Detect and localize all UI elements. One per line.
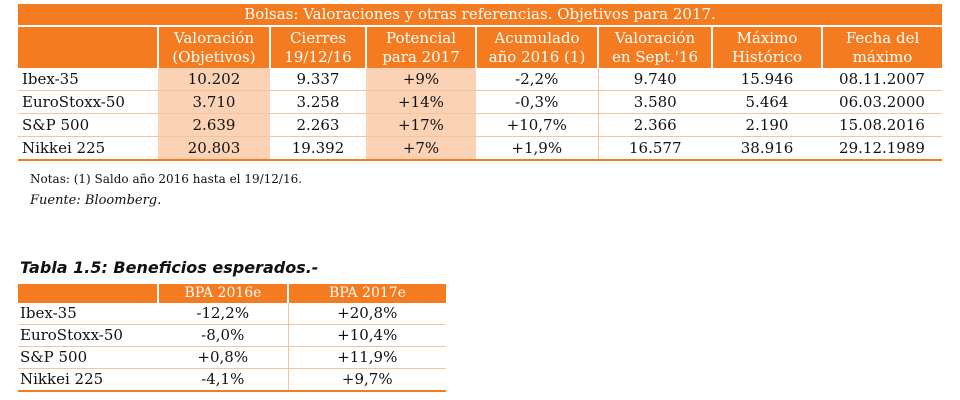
cell-valoracion-sept: 2.366: [597, 113, 712, 137]
cell-bpa-2016e: -4,1%: [158, 368, 288, 392]
cell-bpa-2016e: -12,2%: [158, 303, 288, 325]
cell-cierre: 2.263: [270, 113, 366, 137]
table-notes: Notas: (1) Saldo año 2016 hasta el 19/12…: [30, 172, 303, 186]
cell-maximo: 2.190: [712, 113, 822, 137]
cell-potencial: +9%: [366, 68, 476, 91]
earnings-table-title: Tabla 1.5: Beneficios esperados.-: [20, 258, 319, 277]
table-row: EuroStoxx-50 3.710 3.258 +14% -0,3% 3.58…: [18, 90, 942, 114]
header-row: BPA 2016e BPA 2017e: [18, 284, 446, 303]
cell-maximo: 5.464: [712, 90, 822, 114]
table-row: Nikkei 225 -4,1% +9,7%: [18, 368, 446, 392]
header-valoracion-sept: Valoración en Sept.'16: [597, 27, 712, 68]
cell-bpa-2016e: -8,0%: [158, 324, 288, 347]
cell-acumulado: +10,7%: [476, 113, 598, 137]
header-cierres: Cierres 19/12/16: [269, 27, 366, 68]
cell-valoracion-sept: 9.740: [597, 68, 712, 91]
cell-acumulado: +1,9%: [476, 136, 598, 161]
row-index-name: Nikkei 225: [18, 136, 158, 161]
cell-valoracion: 20.803: [158, 136, 270, 161]
cell-potencial: +14%: [366, 90, 476, 114]
row-index-name: Ibex-35: [18, 68, 158, 91]
header-index: [18, 284, 158, 303]
cell-cierre: 9.337: [270, 68, 366, 91]
row-index-name: Ibex-35: [18, 303, 158, 325]
cell-bpa-2016e: +0,8%: [158, 346, 288, 369]
header-row: Valoración (Objetivos) Cierres 19/12/16 Po…: [18, 27, 942, 68]
table-row: Ibex-35 10.202 9.337 +9% -2,2% 9.740 15.…: [18, 68, 942, 91]
cell-bpa-2017e: +20,8%: [287, 303, 446, 325]
cell-valoracion: 2.639: [158, 113, 270, 137]
valuations-table: Bolsas: Valoraciones y otras referencias…: [18, 4, 942, 161]
cell-acumulado: -0,3%: [476, 90, 598, 114]
table-row: Ibex-35 -12,2% +20,8%: [18, 303, 446, 325]
cell-fecha: 08.11.2007: [822, 68, 942, 91]
earnings-table: BPA 2016e BPA 2017e Ibex-35 -12,2% +20,8…: [18, 284, 446, 392]
valuations-table-title: Bolsas: Valoraciones y otras referencias…: [18, 4, 942, 27]
cell-bpa-2017e: +10,4%: [287, 324, 446, 347]
header-potencial: Potencial para 2017: [365, 27, 476, 68]
cell-valoracion-sept: 3.580: [597, 90, 712, 114]
cell-valoracion: 10.202: [158, 68, 270, 91]
earnings-grid: BPA 2016e BPA 2017e Ibex-35 -12,2% +20,8…: [18, 284, 446, 392]
cell-fecha: 06.03.2000: [822, 90, 942, 114]
valuations-grid: Valoración (Objetivos) Cierres 19/12/16 Po…: [18, 27, 942, 161]
row-index-name: Nikkei 225: [18, 368, 158, 392]
cell-acumulado: -2,2%: [476, 68, 598, 91]
cell-valoracion: 3.710: [158, 90, 270, 114]
cell-bpa-2017e: +9,7%: [287, 368, 446, 392]
table-row: S&P 500 2.639 2.263 +17% +10,7% 2.366 2.…: [18, 113, 942, 137]
table-row: EuroStoxx-50 -8,0% +10,4%: [18, 324, 446, 347]
header-index: [18, 27, 158, 68]
row-index-name: EuroStoxx-50: [18, 324, 158, 347]
header-fecha-maximo: Fecha del máximo: [821, 27, 942, 68]
table-row: Nikkei 225 20.803 19.392 +7% +1,9% 16.57…: [18, 136, 942, 161]
header-maximo-historico: Máximo Histórico: [711, 27, 822, 68]
source-note: Fuente: Bloomberg.: [30, 193, 162, 208]
row-index-name: S&P 500: [18, 346, 158, 369]
cell-potencial: +17%: [366, 113, 476, 137]
header-bpa-2016e: BPA 2016e: [157, 284, 288, 303]
cell-potencial: +7%: [366, 136, 476, 161]
cell-bpa-2017e: +11,9%: [287, 346, 446, 369]
table-row: S&P 500 +0,8% +11,9%: [18, 346, 446, 369]
cell-maximo: 15.946: [712, 68, 822, 91]
header-bpa-2017e: BPA 2017e: [287, 284, 446, 303]
header-valoracion-objetivos: Valoración (Objetivos): [157, 27, 270, 68]
cell-cierre: 3.258: [270, 90, 366, 114]
cell-maximo: 38.916: [712, 136, 822, 161]
row-index-name: S&P 500: [18, 113, 158, 137]
cell-fecha: 29.12.1989: [822, 136, 942, 161]
cell-cierre: 19.392: [270, 136, 366, 161]
header-acumulado: Acumulado año 2016 (1): [475, 27, 598, 68]
cell-valoracion-sept: 16.577: [597, 136, 712, 161]
row-index-name: EuroStoxx-50: [18, 90, 158, 114]
cell-fecha: 15.08.2016: [822, 113, 942, 137]
